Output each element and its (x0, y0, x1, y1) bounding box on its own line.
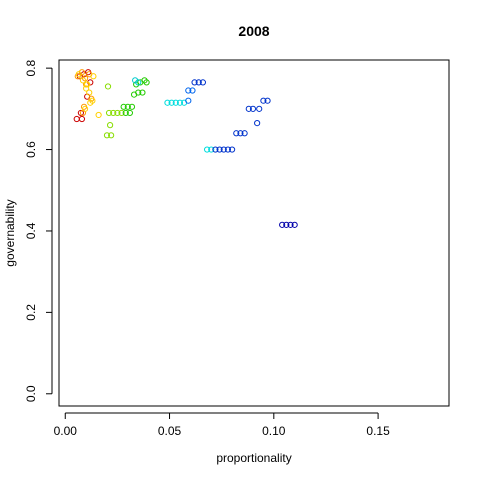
data-point (135, 79, 142, 86)
data-point (172, 99, 179, 106)
data-point (191, 79, 198, 86)
data-point (283, 221, 290, 228)
data-point (78, 115, 86, 123)
data-point (86, 89, 93, 96)
data-point (79, 77, 87, 84)
data-point (291, 221, 298, 228)
data-point (128, 103, 136, 110)
data-point (229, 146, 236, 153)
data-point (135, 89, 142, 96)
data-point (81, 105, 89, 112)
data-point (185, 97, 192, 104)
data-point (203, 146, 211, 153)
data-point (106, 122, 114, 129)
data-point (122, 109, 129, 117)
x-tick-label: 0.10 (262, 424, 286, 438)
data-point (256, 105, 263, 112)
data-point (105, 109, 113, 117)
y-tick-label: 0.0 (24, 385, 38, 402)
x-tick-label: 0.05 (158, 424, 182, 438)
data-point (87, 99, 94, 106)
data-point (208, 146, 215, 153)
data-point (168, 99, 175, 106)
data-point (216, 146, 223, 153)
data-point (185, 87, 192, 94)
data-point (233, 130, 240, 137)
data-point (90, 73, 97, 80)
data-point (287, 221, 294, 228)
chart-title: 2008 (238, 23, 269, 39)
data-point (84, 81, 91, 88)
data-point (75, 71, 82, 78)
data-point (164, 99, 171, 106)
data-point (195, 79, 202, 86)
data-point (103, 132, 111, 139)
data-point (126, 109, 134, 117)
data-point (139, 89, 146, 96)
data-point (124, 103, 131, 110)
data-point (143, 79, 150, 86)
data-point (260, 97, 267, 104)
data-point (245, 105, 252, 112)
y-axis-label: governability (3, 199, 17, 266)
data-point (212, 146, 219, 153)
data-point (199, 79, 207, 86)
data-point (249, 105, 257, 112)
x-tick-label: 0.00 (54, 424, 78, 438)
plot-frame (58, 59, 450, 407)
data-point (237, 130, 244, 137)
data-point (114, 109, 121, 117)
data-point (254, 119, 261, 127)
data-point (77, 109, 84, 117)
x-axis-label: proportionality (216, 451, 291, 465)
data-point (132, 77, 139, 84)
data-point (279, 221, 286, 228)
data-point (120, 103, 127, 110)
data-point (73, 115, 80, 123)
x-axis: 0.00 0.05 0.10 0.15 (54, 412, 390, 438)
y-axis: 0.0 0.2 0.4 0.6 0.8 (24, 59, 53, 402)
data-point (78, 69, 86, 76)
x-tick-label: 0.15 (366, 424, 390, 438)
y-tick-label: 0.4 (24, 222, 38, 239)
data-point (118, 109, 125, 117)
data-point (224, 146, 232, 153)
data-point (176, 99, 184, 106)
data-point (241, 130, 248, 137)
data-points (73, 69, 298, 228)
data-point (220, 146, 227, 153)
data-point (110, 109, 117, 117)
data-point (189, 87, 196, 94)
data-point (108, 132, 115, 139)
y-tick-label: 0.2 (24, 304, 38, 321)
data-point (83, 85, 90, 92)
y-tick-label: 0.8 (24, 59, 38, 76)
y-tick-label: 0.6 (24, 141, 38, 158)
data-point (104, 83, 112, 90)
data-point (95, 111, 102, 119)
data-point (264, 97, 271, 104)
